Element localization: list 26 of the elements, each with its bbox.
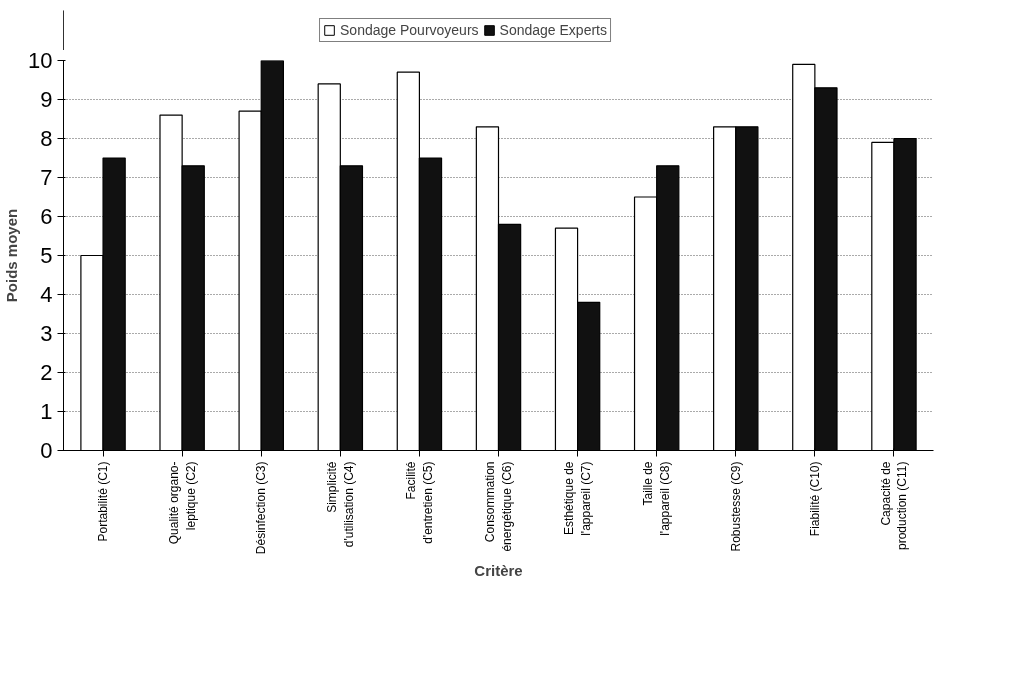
- x-tick-label: Désinfection (C3): [254, 461, 269, 555]
- y-tick-label: 10: [28, 48, 53, 73]
- legend-label: Sondage Pourvoyeurs: [340, 22, 479, 38]
- x-axis-title: Critère: [474, 562, 523, 580]
- x-tick-label: Capacité de production (C11): [878, 461, 910, 550]
- y-tick-label: 4: [40, 282, 53, 307]
- x-tick-label: Portabilité (C1): [96, 461, 111, 542]
- x-tick-label: Taille de l'appareil (C8): [641, 461, 673, 536]
- y-tick-label: 8: [40, 126, 53, 151]
- y-tick-label: 5: [40, 243, 53, 268]
- x-tick-label: Robustesse (C9): [728, 461, 743, 552]
- x-tick-label: Simplicité d'utilisation (C4): [324, 461, 356, 548]
- y-tick-label: 3: [40, 321, 53, 346]
- x-tick-label: Esthétique de l'appareil (C7): [562, 461, 593, 536]
- y-tick-label: 9: [40, 87, 53, 112]
- y-tick-label: 1: [40, 399, 53, 424]
- y-tick-label: 2: [40, 360, 53, 385]
- y-axis-title: Poids moyen: [3, 208, 21, 303]
- y-tick-label: 6: [40, 204, 53, 229]
- y-tick-label: 0: [40, 438, 53, 463]
- x-tick-label: Qualité organo- leptique (C2): [166, 461, 198, 545]
- x-tick-label: Fiabilité (C10): [807, 461, 822, 537]
- y-tick-label: 7: [40, 165, 53, 190]
- x-tick-label: Facilité d'entretien (C5): [404, 461, 435, 544]
- x-tick-label: Consommation énergétique (C6): [483, 461, 514, 552]
- legend-label: Sondage Experts: [499, 22, 607, 38]
